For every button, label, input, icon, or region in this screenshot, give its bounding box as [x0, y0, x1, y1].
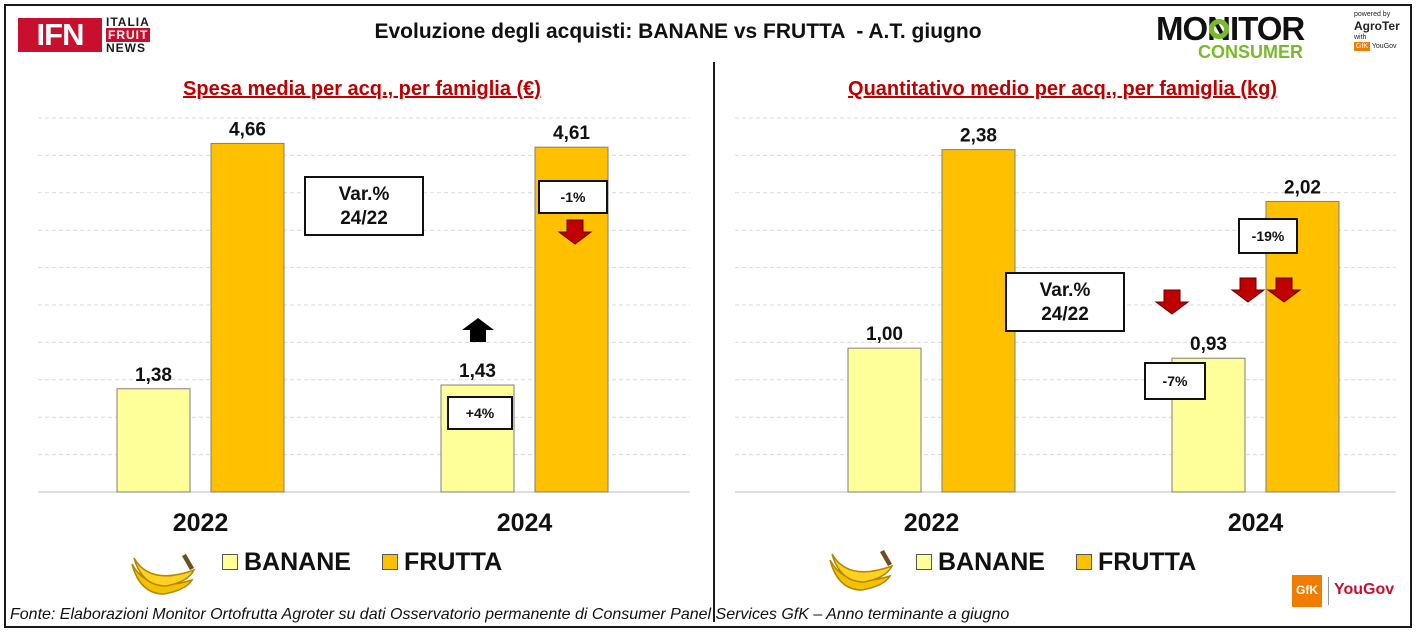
right-var-label-line2: 24/22: [1041, 304, 1089, 325]
bar-frutta-2022: [941, 149, 1016, 493]
arrow-down-icon: [557, 219, 593, 245]
banana-icon: [128, 550, 198, 600]
ifn-logo-line1: ITALIA: [106, 15, 150, 29]
ifn-logo-line3: NEWS: [106, 41, 146, 55]
legend-swatch-banane: [222, 554, 238, 570]
main-title: Evoluzione degli acquisti: BANANE vs FRU…: [374, 20, 982, 43]
right-var-box: Var.% 24/22: [1005, 272, 1125, 332]
powered-by-block: powered by AgroTer with GfK YouGov: [1354, 10, 1408, 51]
legend-label-frutta: FRUTTA: [404, 548, 503, 576]
left-legend: BANANE FRUTTA: [222, 546, 522, 580]
x-tick-label: 2024: [497, 509, 553, 537]
arrow-down-icon: [1230, 277, 1266, 303]
gfk-mini-logo: GfK: [1354, 42, 1371, 51]
monitor-logo-sub: CONSUMER: [1198, 42, 1304, 62]
x-tick-label: 2022: [904, 509, 960, 537]
legend-label-frutta: FRUTTA: [1098, 548, 1197, 576]
bar-banane-2022: [116, 388, 191, 493]
arrow-down-icon: [1154, 289, 1190, 315]
banana-icon: [826, 546, 896, 596]
legend-swatch-banane: [916, 554, 932, 570]
bar-banane-2022: [847, 347, 922, 493]
ifn-logo-letters: IFN: [18, 18, 102, 52]
chart-frame: [4, 4, 1412, 628]
ifn-logo-words: ITALIA FRUIT NEWS: [106, 16, 166, 55]
data-label: 1,38: [135, 365, 172, 386]
legend-label-banane: BANANE: [244, 548, 351, 576]
legend-swatch-frutta: [1076, 554, 1092, 570]
gfk-logo: GfK: [1292, 575, 1322, 607]
ifn-logo-line2: FRUIT: [106, 28, 151, 42]
data-label: 4,66: [229, 119, 266, 140]
bar-frutta-2022: [210, 142, 285, 493]
right-banane-change-box: -7%: [1144, 362, 1206, 400]
magnifier-icon: [1209, 19, 1229, 39]
right-frutta-change-box: -19%: [1238, 218, 1298, 254]
powered-by-label: powered by: [1354, 11, 1391, 18]
data-label: 1,43: [459, 361, 496, 382]
legend-swatch-frutta: [382, 554, 398, 570]
x-tick-label: 2024: [1228, 509, 1284, 537]
left-var-label-line2: 24/22: [340, 208, 388, 229]
monitor-logo-word: MONITOR: [1156, 10, 1305, 47]
left-var-label-line1: Var.%: [338, 184, 390, 205]
gfk-yougov-logo: GfK YouGov: [1290, 573, 1404, 611]
data-label: 2,02: [1284, 177, 1321, 198]
data-label: 1,00: [866, 324, 903, 345]
panel-divider: [713, 62, 715, 622]
data-label: 0,93: [1190, 334, 1227, 355]
yougov-mini-logo: YouGov: [1371, 43, 1397, 50]
agroter-brand: AgroTer: [1354, 19, 1400, 33]
with-label: with: [1354, 34, 1367, 41]
data-label: 2,38: [960, 126, 997, 147]
arrow-up-icon: [462, 318, 494, 342]
right-var-label-line1: Var.%: [1039, 280, 1091, 301]
monitor-consumer-logo: MONITOR CONSUMER powered by AgroTer with…: [1156, 10, 1406, 66]
left-panel-title: Spesa media per acq., per famiglia (€): [183, 78, 541, 100]
yougov-logo: YouGov: [1334, 581, 1395, 598]
right-panel-title: Quantitativo medio per acq., per famigli…: [848, 78, 1277, 100]
logo-separator: [1328, 577, 1329, 605]
ifn-logo: IFN ITALIA FRUIT NEWS: [18, 16, 163, 56]
arrow-down-icon: [1266, 277, 1302, 303]
x-tick-label: 2022: [173, 509, 229, 537]
left-banane-change-box: +4%: [447, 396, 513, 430]
left-var-box: Var.% 24/22: [304, 176, 424, 236]
data-label: 4,61: [553, 123, 590, 144]
left-frutta-change-box: -1%: [538, 180, 608, 214]
source-note: Fonte: Elaborazioni Monitor Ortofrutta A…: [10, 606, 1010, 623]
right-legend: BANANE FRUTTA: [916, 546, 1216, 580]
legend-label-banane: BANANE: [938, 548, 1045, 576]
